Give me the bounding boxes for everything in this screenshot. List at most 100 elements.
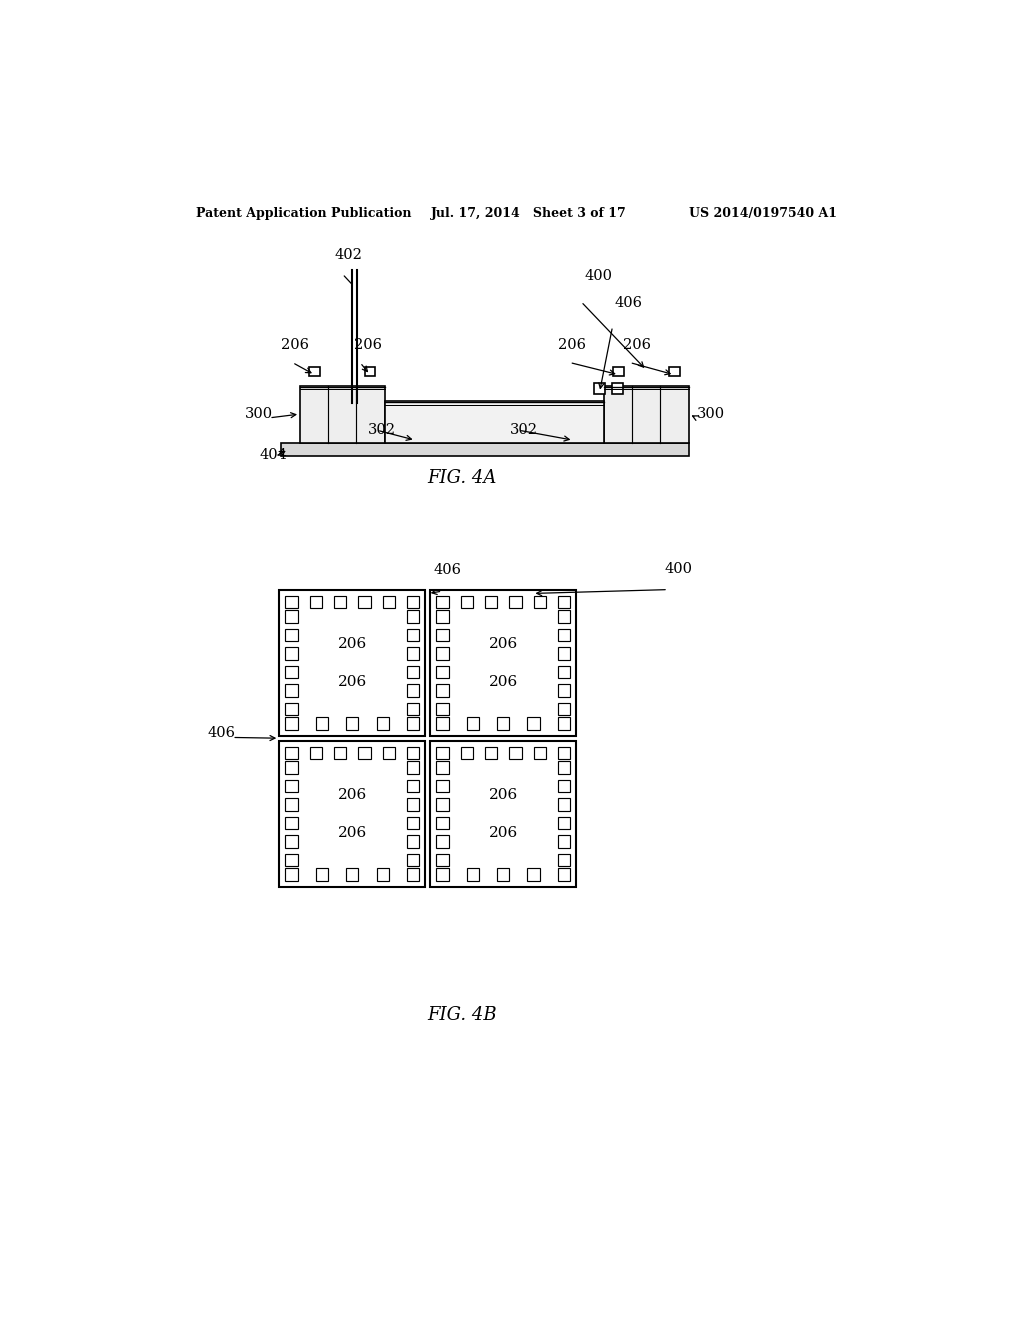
Bar [558, 747, 570, 759]
Bar [534, 595, 546, 609]
Bar [558, 780, 570, 792]
Bar [436, 718, 449, 730]
Bar [407, 747, 419, 759]
Bar [385, 401, 604, 444]
Text: 206: 206 [354, 338, 382, 351]
Bar [558, 836, 570, 847]
Bar [669, 367, 680, 376]
Bar [407, 702, 419, 715]
Bar [436, 665, 449, 678]
Bar [509, 747, 521, 759]
Text: 406: 406 [208, 726, 236, 741]
Text: Patent Application Publication: Patent Application Publication [196, 207, 412, 220]
Text: US 2014/0197540 A1: US 2014/0197540 A1 [689, 207, 837, 220]
Text: 406: 406 [433, 564, 461, 577]
Text: 206: 206 [558, 338, 586, 351]
Bar [286, 718, 298, 730]
Bar [358, 747, 371, 759]
Bar [436, 702, 449, 715]
Bar [407, 762, 419, 774]
Bar [286, 702, 298, 715]
Bar [334, 595, 346, 609]
Text: 206: 206 [488, 788, 518, 801]
Bar [436, 747, 449, 759]
Bar [558, 684, 570, 697]
Bar [346, 718, 358, 730]
Bar [407, 665, 419, 678]
Bar [407, 628, 419, 642]
Bar [280, 741, 425, 887]
Bar [558, 610, 570, 623]
Bar [430, 741, 577, 887]
Bar [407, 799, 419, 810]
Bar [436, 780, 449, 792]
Bar [558, 762, 570, 774]
Text: 206: 206 [338, 675, 367, 689]
Bar [286, 647, 298, 660]
Text: 206: 206 [281, 338, 308, 351]
Bar [461, 595, 473, 609]
Bar [383, 747, 395, 759]
Bar [407, 647, 419, 660]
Text: 300: 300 [245, 407, 272, 421]
Bar [558, 718, 570, 730]
Bar [286, 628, 298, 642]
Bar [286, 780, 298, 792]
Bar [611, 383, 623, 395]
Bar [558, 702, 570, 715]
Bar [309, 367, 319, 376]
Bar [407, 718, 419, 730]
Bar [436, 799, 449, 810]
Bar [436, 610, 449, 623]
Bar [558, 628, 570, 642]
Bar [527, 718, 540, 730]
Text: 206: 206 [488, 675, 518, 689]
Text: Jul. 17, 2014   Sheet 3 of 17: Jul. 17, 2014 Sheet 3 of 17 [431, 207, 627, 220]
Bar [286, 799, 298, 810]
Bar [286, 836, 298, 847]
Bar [436, 836, 449, 847]
Bar [558, 799, 570, 810]
Text: 402: 402 [335, 248, 362, 261]
Bar [467, 869, 479, 880]
Bar [407, 610, 419, 623]
Bar [558, 869, 570, 880]
Bar [436, 762, 449, 774]
Text: 206: 206 [338, 636, 367, 651]
Bar [497, 718, 509, 730]
Bar [334, 747, 346, 759]
Bar [309, 595, 322, 609]
Bar [436, 854, 449, 866]
Bar [309, 747, 322, 759]
Bar [485, 595, 498, 609]
Bar [430, 590, 577, 737]
Bar [358, 595, 371, 609]
Bar [436, 684, 449, 697]
Text: FIG. 4A: FIG. 4A [427, 469, 497, 487]
Bar [300, 385, 385, 444]
Bar [558, 854, 570, 866]
Text: 206: 206 [338, 826, 367, 840]
Bar [286, 817, 298, 829]
Bar [527, 869, 540, 880]
Bar [467, 718, 479, 730]
Bar [558, 595, 570, 609]
Bar [315, 718, 328, 730]
Bar [315, 869, 328, 880]
Bar [436, 647, 449, 660]
Text: FIG. 4B: FIG. 4B [427, 1006, 497, 1023]
Bar [534, 747, 546, 759]
Bar [286, 854, 298, 866]
Text: 406: 406 [614, 296, 642, 310]
Text: 206: 206 [624, 338, 651, 351]
Text: 206: 206 [488, 826, 518, 840]
Bar [558, 817, 570, 829]
Bar [461, 747, 473, 759]
Bar [407, 836, 419, 847]
Text: 400: 400 [665, 562, 692, 576]
Bar [436, 817, 449, 829]
Bar [286, 665, 298, 678]
Text: 302: 302 [368, 424, 395, 437]
Bar [286, 595, 298, 609]
Bar [377, 869, 389, 880]
